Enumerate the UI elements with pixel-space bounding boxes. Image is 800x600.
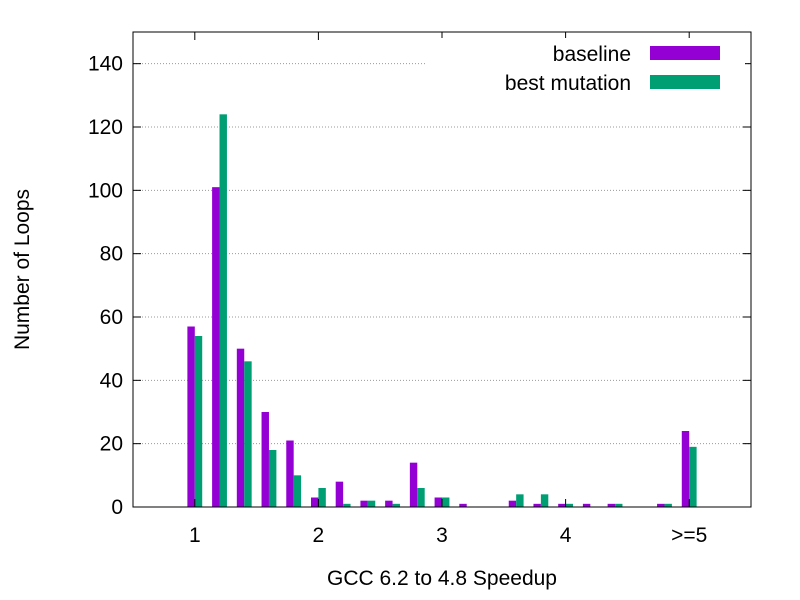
y-tick-label: 60: [100, 306, 123, 329]
bar-baseline-2.2: [335, 481, 344, 507]
x-tick-label: 1: [189, 524, 201, 547]
bar-baseline-1.4: [236, 348, 245, 507]
y-tick-label: 80: [100, 243, 123, 266]
bar-baseline-4.4: [607, 503, 616, 507]
bar-baseline-1.6: [261, 412, 269, 507]
bar-baseline-3.6: [508, 500, 517, 507]
legend-swatch: [650, 46, 720, 60]
legend: baseline best mutation: [425, 38, 745, 100]
bar-baseline-4.8: [657, 503, 665, 507]
y-tick-label: 0: [111, 496, 123, 519]
y-tick-label: 120: [88, 116, 123, 139]
bars-group: [187, 114, 697, 507]
bar-best-mutation-5: [689, 446, 697, 507]
x-tick-label: 2: [313, 524, 325, 547]
bar-baseline-2: [310, 497, 319, 507]
bar-baseline-2.4: [360, 500, 368, 507]
bar-best-mutation-4.8: [664, 503, 672, 507]
x-tick-label: 4: [560, 524, 572, 547]
bar-best-mutation-2.6: [392, 503, 400, 507]
x-tick-label: 3: [436, 524, 448, 547]
bar-baseline-5: [681, 431, 690, 507]
bar-best-mutation-1.8: [293, 475, 302, 507]
bar-best-mutation-2.4: [367, 500, 376, 507]
bar-baseline-4: [558, 503, 566, 507]
y-tick-label: 20: [100, 433, 123, 456]
bar-baseline-4.2: [582, 503, 591, 507]
bar-baseline-1.2: [212, 187, 220, 507]
bar-best-mutation-1.2: [219, 114, 227, 507]
bar-baseline-2.8: [409, 462, 418, 507]
bar-best-mutation-3: [442, 497, 450, 507]
legend-swatch: [650, 75, 720, 89]
bar-baseline-3.2: [459, 503, 467, 507]
x-axis-title: GCC 6.2 to 4.8 Speedup: [327, 567, 557, 590]
y-tick-label: 140: [88, 53, 123, 76]
x-tick-label: >=5: [671, 524, 707, 547]
bar-best-mutation-3.6: [516, 494, 524, 507]
bar-baseline-2.6: [385, 500, 393, 507]
bar-best-mutation-4: [565, 503, 574, 507]
bar-best-mutation-1: [194, 336, 203, 507]
axis-ticks: 0 20 40 60 80 100 120 140 1 2 3 4 >=5: [88, 32, 751, 547]
bar-best-mutation-3.8: [540, 494, 549, 507]
bar-best-mutation-2.8: [417, 488, 425, 507]
bar-baseline-3.8: [533, 503, 541, 507]
y-tick-label: 40: [100, 369, 123, 392]
bar-baseline-1: [187, 326, 195, 507]
bar-best-mutation-2: [318, 488, 326, 507]
bar-baseline-3: [434, 497, 442, 507]
bar-best-mutation-1.6: [268, 450, 277, 507]
bar-best-mutation-4.4: [615, 503, 623, 507]
y-axis-title: Number of Loops: [11, 189, 34, 350]
legend-label: baseline: [553, 43, 631, 66]
legend-label: best mutation: [505, 72, 631, 95]
bar-best-mutation-1.4: [244, 361, 252, 507]
bar-best-mutation-2.2: [343, 503, 351, 507]
bar-baseline-1.8: [286, 440, 294, 507]
y-tick-label: 100: [88, 179, 123, 202]
